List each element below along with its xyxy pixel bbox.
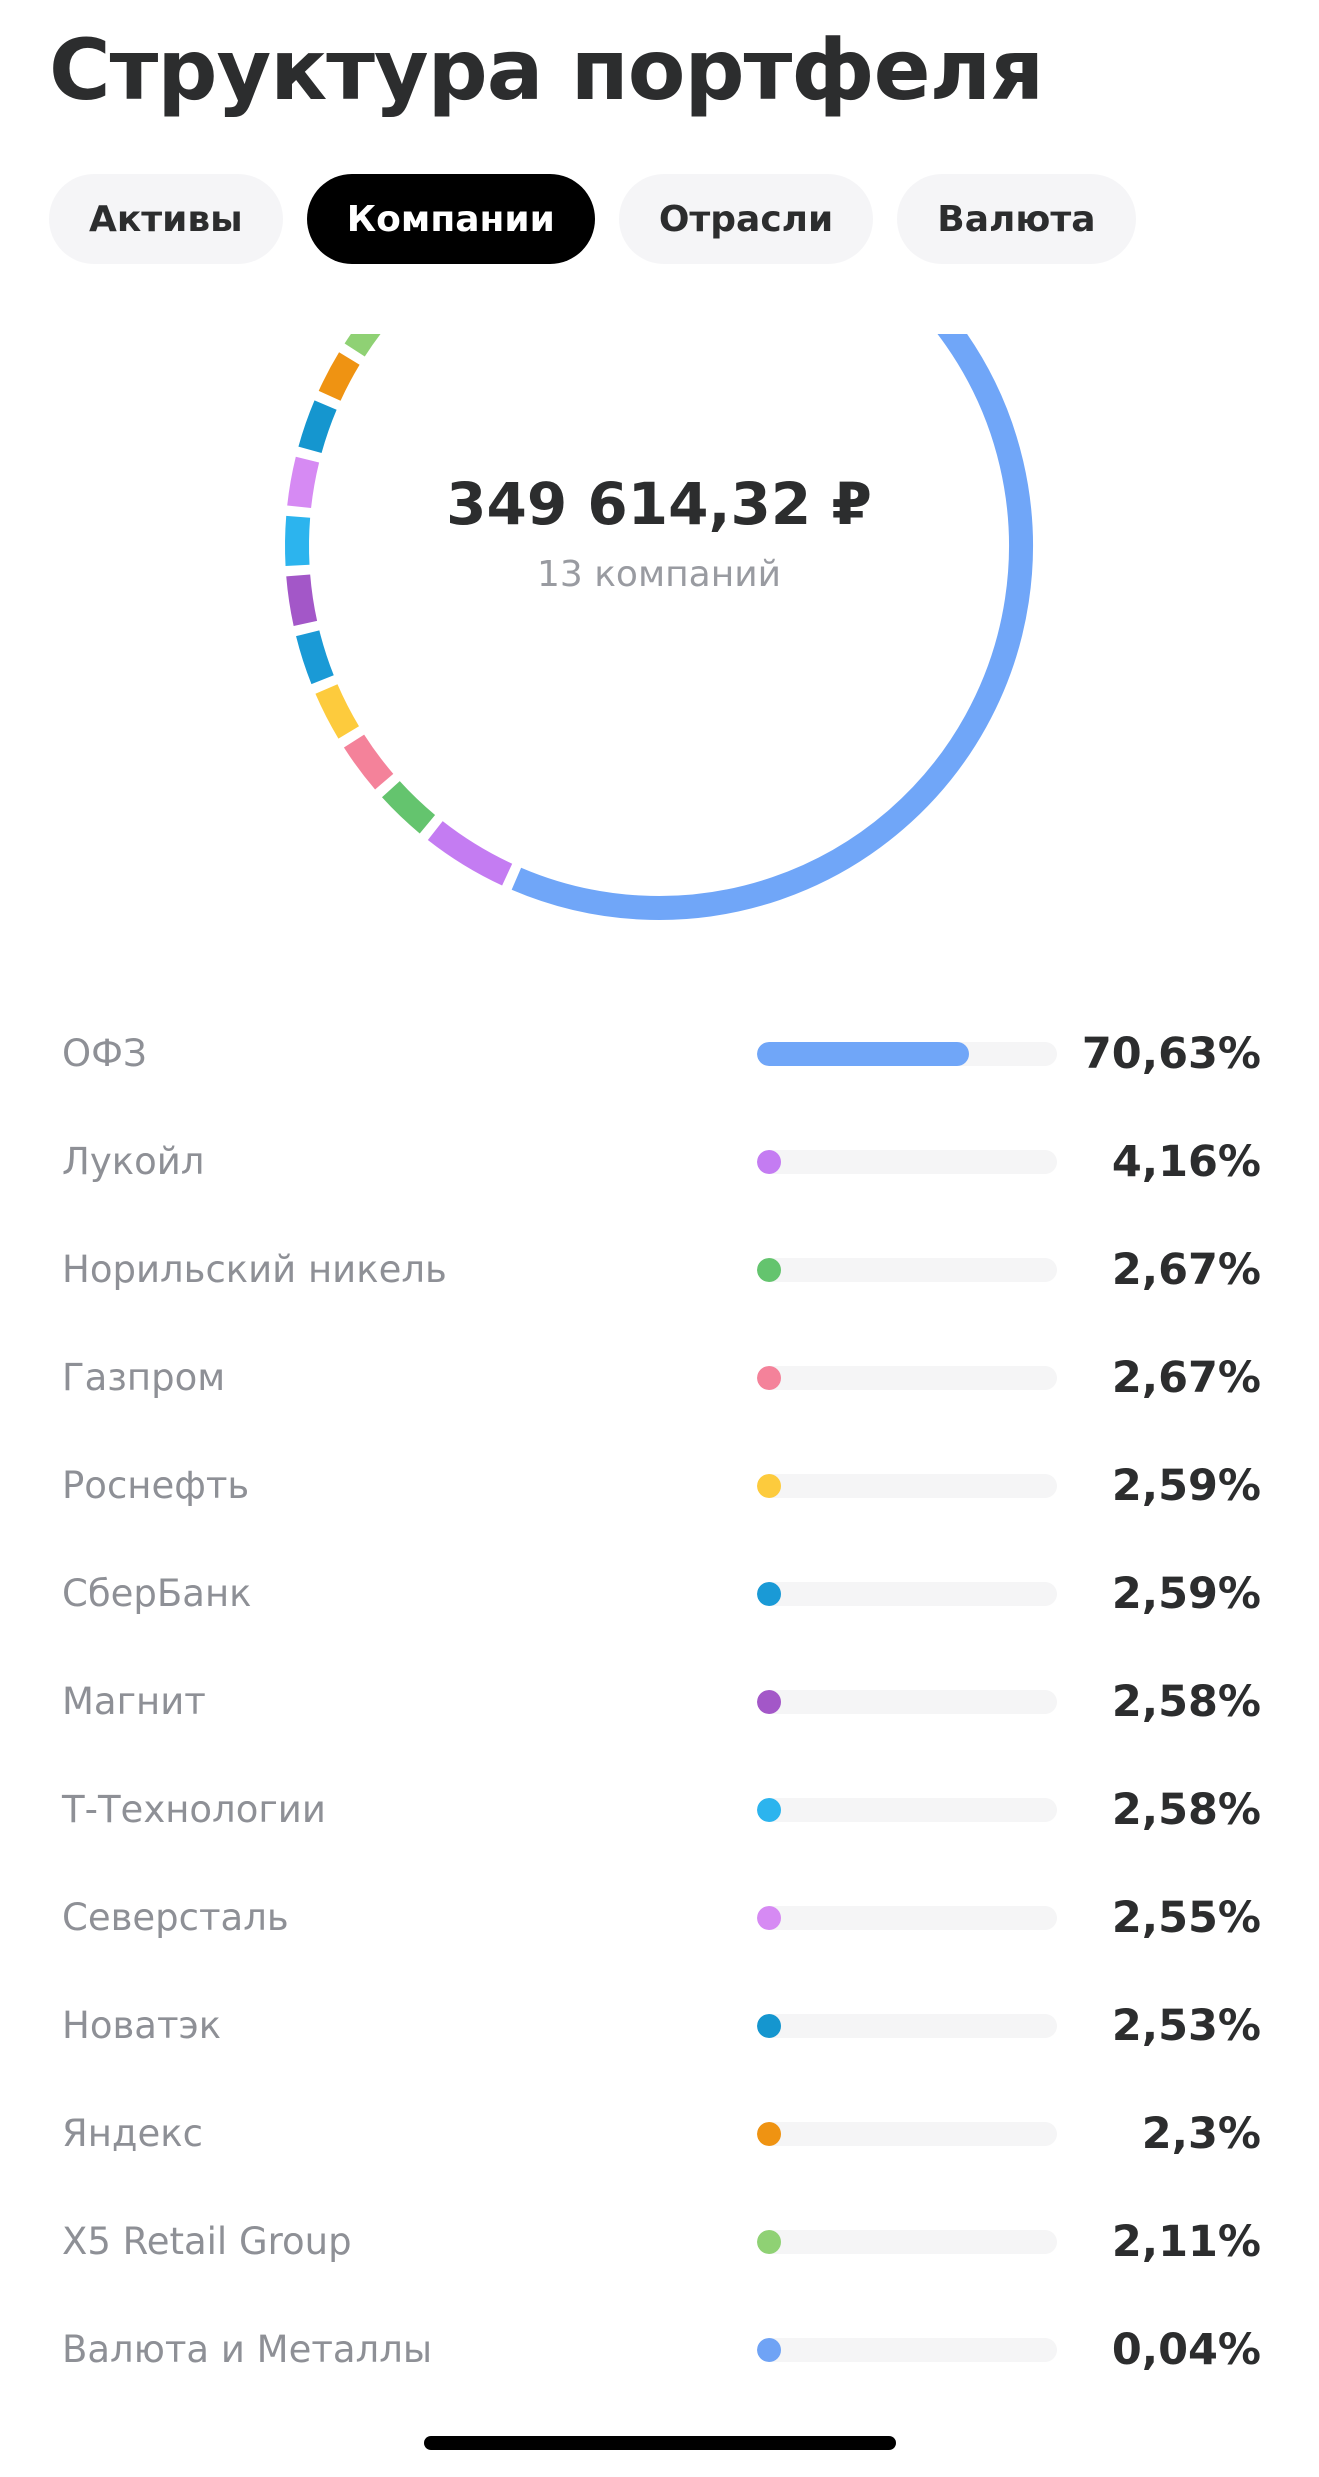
holding-share-bar-fill [757,1150,781,1174]
holding-percent: 2,59% [1111,1569,1261,1619]
holding-share-bar [757,1150,1057,1174]
holding-row[interactable]: Норильский никель 2,67% [0,1216,1319,1324]
holding-percent: 2,11% [1111,2217,1261,2267]
holding-share-bar [757,1582,1057,1606]
holding-share-bar-fill [757,2014,781,2038]
holding-name: Новатэк [62,2004,222,2047]
holding-row[interactable]: ОФЗ 70,63% [0,1000,1319,1108]
holding-share-bar [757,2014,1057,2038]
holding-share-bar [757,2230,1057,2254]
holding-row[interactable]: Т-Технологии 2,58% [0,1756,1319,1864]
holding-name: Северсталь [62,1896,289,1939]
tab-assets[interactable]: Активы [49,174,283,264]
holding-name: Валюта и Металлы [62,2328,433,2371]
holding-name: Яндекс [62,2112,203,2155]
holding-name: Роснефть [62,1464,250,1507]
holding-share-bar [757,1906,1057,1930]
donut-center: 349 614,32 ₽ 13 компаний [359,470,959,595]
holding-share-bar [757,1042,1057,1066]
holding-share-bar-fill [757,2230,781,2254]
holding-share-bar-fill [757,2338,781,2362]
holding-name: ОФЗ [62,1032,147,1075]
holding-share-bar-fill [757,1906,781,1930]
holding-percent: 2,3% [1141,2109,1261,2159]
holding-share-bar-fill [757,1690,781,1714]
holding-row[interactable]: X5 Retail Group 2,11% [0,2188,1319,2296]
donut-segment[interactable] [384,334,1033,920]
holding-share-bar-fill [757,1042,969,1066]
holding-name: Норильский никель [62,1248,447,1291]
holding-row[interactable]: Лукойл 4,16% [0,1108,1319,1216]
tab-companies[interactable]: Компании [306,174,595,264]
donut-segment[interactable] [296,630,334,685]
holding-percent: 2,67% [1111,1245,1261,1295]
holdings-list: ОФЗ 70,63% Лукойл 4,16% Норильский никель 2,6… [0,1000,1319,2404]
holding-share-bar-fill [757,1582,781,1606]
holding-share-bar [757,1366,1057,1390]
holding-share-bar-fill [757,1474,781,1498]
company-count: 13 компаний [536,553,782,595]
donut-segment[interactable] [318,352,360,401]
tab-currency[interactable]: Валюта [897,174,1136,264]
donut-svg [285,334,1033,920]
holding-name: Газпром [62,1356,226,1399]
donut-segment[interactable] [343,734,394,790]
holding-name: СберБанк [62,1572,252,1615]
donut-segment[interactable] [287,456,320,509]
holding-percent: 0,04% [1111,2325,1261,2375]
holding-row[interactable]: Газпром 2,67% [0,1324,1319,1432]
holding-share-bar-fill [757,1258,781,1282]
home-indicator [424,2436,896,2450]
portfolio-total: 349 614,32 ₽ [446,470,872,538]
holding-name: X5 Retail Group [62,2220,352,2263]
holding-share-bar [757,1798,1057,1822]
donut-segment[interactable] [285,515,311,566]
holding-share-bar [757,2338,1057,2362]
segmented-tabs: Активы Компании Отрасли Валюта [49,174,1136,264]
holding-name: Лукойл [62,1140,205,1183]
holding-row[interactable]: СберБанк 2,59% [0,1540,1319,1648]
donut-segment[interactable] [286,574,318,627]
holding-share-bar [757,2122,1057,2146]
holding-percent: 4,16% [1111,1137,1261,1187]
holding-percent: 70,63% [1081,1029,1261,1079]
donut-segment[interactable] [298,400,337,454]
donut-segment[interactable] [344,334,381,357]
donut-segment[interactable] [315,684,360,739]
holding-percent: 2,67% [1111,1353,1261,1403]
holding-row[interactable]: Магнит 2,58% [0,1648,1319,1756]
holding-row[interactable]: Валюта и Металлы 0,04% [0,2296,1319,2404]
holding-share-bar-fill [757,1366,781,1390]
holding-percent: 2,58% [1111,1677,1261,1727]
tab-industries[interactable]: Отрасли [618,174,874,264]
holding-share-bar [757,1474,1057,1498]
holding-share-bar-fill [757,1798,781,1822]
holding-percent: 2,59% [1111,1461,1261,1511]
holding-percent: 2,55% [1111,1893,1261,1943]
holding-row[interactable]: Новатэк 2,53% [0,1972,1319,2080]
page-title: Структура портфеля [49,21,1044,119]
donut-segment[interactable] [381,781,436,834]
holding-name: Магнит [62,1680,206,1723]
holding-percent: 2,53% [1111,2001,1261,2051]
donut-segment[interactable] [427,821,513,886]
holding-row[interactable]: Яндекс 2,3% [0,2080,1319,2188]
holding-share-bar-fill [757,2122,781,2146]
holding-share-bar [757,1258,1057,1282]
holding-row[interactable]: Роснефть 2,59% [0,1432,1319,1540]
donut-chart: 349 614,32 ₽ 13 компаний [0,334,1319,930]
holding-percent: 2,58% [1111,1785,1261,1835]
holding-name: Т-Технологии [62,1788,326,1831]
holding-share-bar [757,1690,1057,1714]
holding-row[interactable]: Северсталь 2,55% [0,1864,1319,1972]
